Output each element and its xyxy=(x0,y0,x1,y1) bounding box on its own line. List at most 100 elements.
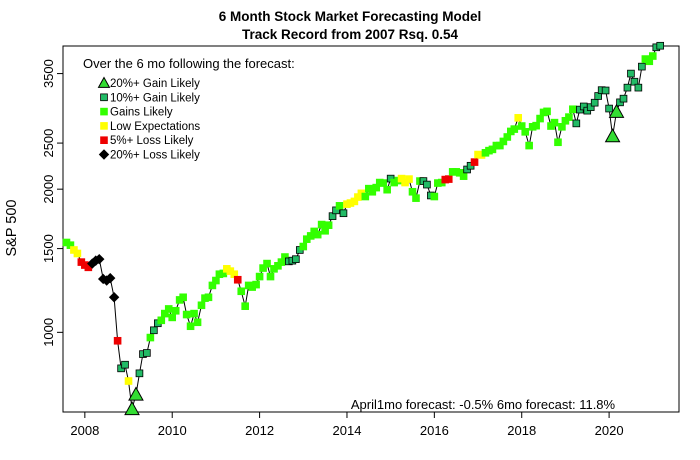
point-marker xyxy=(164,305,173,313)
point-marker xyxy=(459,172,468,180)
point-marker xyxy=(160,309,169,318)
point-marker xyxy=(601,86,610,95)
point-marker xyxy=(146,333,155,342)
point-marker xyxy=(470,158,479,166)
forecast-annotation: April1mo forecast: -0.5% 6mo forecast: 1… xyxy=(351,397,616,412)
point-marker xyxy=(197,301,206,310)
point-marker-diamond xyxy=(98,149,110,160)
point-marker xyxy=(135,369,144,378)
point-marker xyxy=(281,253,289,261)
point-marker xyxy=(423,180,431,189)
y-axis-label: S&P 500 xyxy=(4,200,20,257)
point-marker xyxy=(510,125,519,133)
point-marker xyxy=(408,187,417,196)
point-marker xyxy=(361,192,370,201)
point-marker-triangle xyxy=(97,76,111,88)
point-marker xyxy=(182,310,191,319)
x-tick-label: 2018 xyxy=(507,423,536,438)
point-marker xyxy=(124,377,133,385)
point-marker xyxy=(634,83,643,92)
point-marker xyxy=(554,138,562,147)
legend-label: 5%+ Loss Likely xyxy=(110,135,194,147)
point-marker xyxy=(186,322,195,331)
point-marker xyxy=(100,122,108,130)
y-tick-label: 3500 xyxy=(41,59,56,88)
point-marker xyxy=(532,121,540,130)
point-marker xyxy=(171,306,180,315)
point-marker xyxy=(237,287,246,296)
point-marker xyxy=(521,128,530,136)
y-tick-label: 2500 xyxy=(41,129,56,158)
legend-label: 20%+ Loss Likely xyxy=(110,150,200,162)
point-marker xyxy=(263,259,271,268)
point-marker xyxy=(252,280,260,289)
point-marker xyxy=(100,93,108,102)
point-marker xyxy=(638,62,646,71)
x-axis: 2008 2010 2012 2014 2016 2018 2020 xyxy=(70,411,624,438)
point-marker xyxy=(627,69,635,78)
point-marker xyxy=(572,119,581,128)
point-marker xyxy=(292,255,300,263)
point-marker xyxy=(241,302,249,310)
x-tick-label: 2016 xyxy=(420,423,449,438)
legend-label: 20%+ Gain Likely xyxy=(110,78,200,90)
point-marker xyxy=(550,118,559,127)
y-axis: 1000 1500 2000 2500 3500 xyxy=(41,59,64,347)
point-marker xyxy=(430,192,439,201)
point-marker xyxy=(121,360,129,369)
point-marker xyxy=(113,336,122,345)
point-marker-triangle xyxy=(128,386,144,401)
legend-label: Gains Likely xyxy=(110,107,173,119)
point-marker xyxy=(444,175,453,183)
point-marker xyxy=(648,52,657,60)
point-marker xyxy=(168,313,177,322)
point-marker-diamond xyxy=(108,292,120,303)
point-marker-diamond xyxy=(104,272,116,284)
y-tick-label: 2000 xyxy=(41,175,56,204)
legend-label: Low Expectations xyxy=(110,121,200,133)
point-marker xyxy=(143,349,151,357)
x-tick-label: 2014 xyxy=(333,423,362,438)
point-marker xyxy=(543,107,551,116)
point-marker xyxy=(259,264,267,272)
x-tick-label: 2010 xyxy=(158,423,187,438)
y-tick-label: 1500 xyxy=(41,234,56,263)
point-marker xyxy=(514,114,523,122)
point-marker xyxy=(368,187,377,196)
point-marker xyxy=(100,107,108,116)
x-tick-label: 2020 xyxy=(595,423,624,438)
point-marker xyxy=(656,41,665,50)
point-marker xyxy=(255,272,264,281)
forecast-points xyxy=(62,41,665,416)
point-marker xyxy=(412,194,420,202)
point-marker xyxy=(212,276,220,285)
point-marker xyxy=(73,249,82,258)
point-marker-triangle xyxy=(124,400,140,416)
point-marker-triangle xyxy=(608,103,625,118)
point-marker xyxy=(324,221,333,229)
point-marker xyxy=(100,136,108,145)
point-marker xyxy=(525,141,533,150)
point-marker xyxy=(569,105,577,114)
point-marker xyxy=(383,185,391,194)
point-marker xyxy=(204,293,213,302)
point-marker-diamond xyxy=(94,253,105,265)
chart-title: 6 Month Stock Market Forecasting Model xyxy=(218,9,482,24)
point-marker xyxy=(233,275,242,284)
point-marker xyxy=(499,137,508,146)
point-marker xyxy=(339,209,348,218)
x-tick-label: 2008 xyxy=(70,423,99,438)
legend-label: 10%+ Gain Likely xyxy=(110,92,200,104)
point-marker xyxy=(190,309,198,318)
chart-subtitle: Track Record from 2007 Rsq. 0.54 xyxy=(241,27,459,42)
x-tick-label: 2012 xyxy=(245,423,274,438)
point-marker xyxy=(586,103,595,111)
y-tick-label: 1000 xyxy=(41,318,56,347)
point-marker xyxy=(590,98,599,107)
legend: Over the 6 mo following the forecast: 20%… xyxy=(83,56,295,162)
point-marker xyxy=(405,175,413,183)
point-marker xyxy=(313,230,322,239)
point-marker xyxy=(335,202,344,210)
point-marker xyxy=(299,242,308,251)
